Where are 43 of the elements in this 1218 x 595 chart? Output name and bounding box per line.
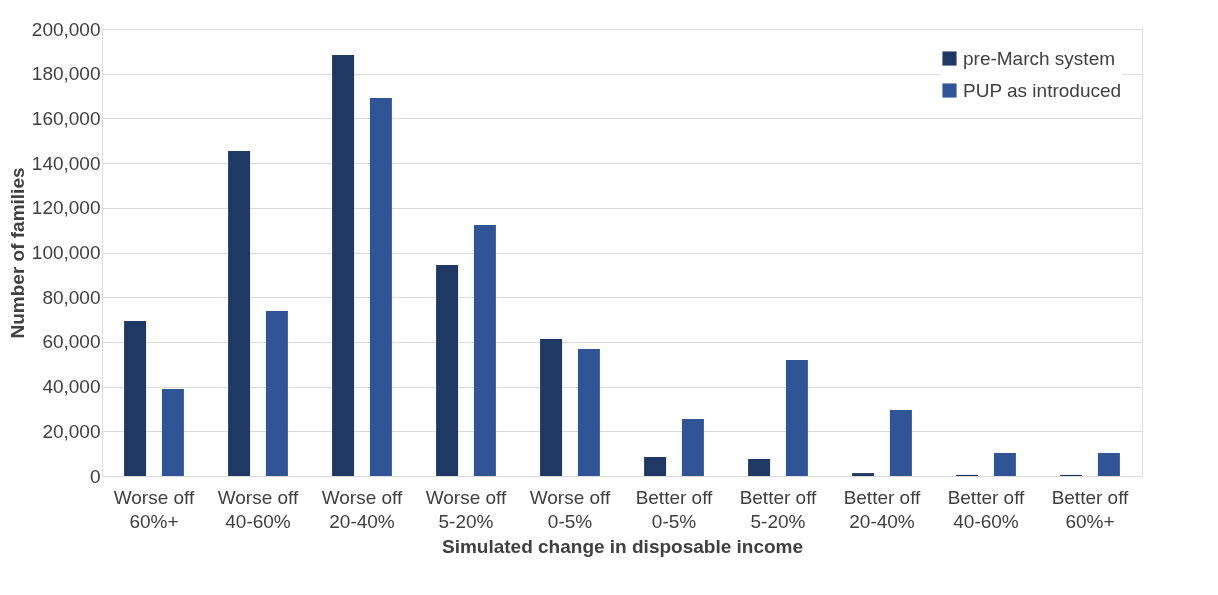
y-tick-label: 120,000 <box>31 197 101 219</box>
x-tick-label: Worse off 20-40% <box>321 486 404 532</box>
y-tick-label: 0 <box>89 465 101 487</box>
x-tick-label: Better off 5-20% <box>739 486 818 532</box>
bar <box>436 265 459 476</box>
y-tick-label: 100,000 <box>31 242 101 263</box>
bar <box>577 349 600 476</box>
x-tick-label: Better off 0-5% <box>635 486 714 532</box>
bar <box>1097 452 1120 476</box>
y-tick-label: 20,000 <box>42 420 101 442</box>
legend-label: pre-March system <box>963 47 1116 69</box>
y-tick-label: 80,000 <box>42 286 101 308</box>
bar <box>124 320 147 476</box>
x-tick-label: Better off 20-40% <box>843 486 922 532</box>
bar <box>644 457 667 476</box>
y-axis-title: Number of families <box>6 167 28 339</box>
bar <box>332 54 355 476</box>
bar <box>161 389 184 476</box>
x-tick-label: Worse off 60%+ <box>113 486 196 532</box>
bar <box>785 360 808 476</box>
legend-label: PUP as introduced <box>963 79 1122 101</box>
x-tick-label: Worse off 0-5% <box>529 486 612 532</box>
y-tick-label: 160,000 <box>31 107 101 129</box>
bar <box>228 151 251 476</box>
bar <box>473 225 496 476</box>
x-axis-title: Simulated change in disposable income <box>441 535 804 557</box>
y-tick-label: 40,000 <box>42 376 101 398</box>
y-tick-label: 140,000 <box>31 152 101 174</box>
bar <box>369 98 392 476</box>
x-tick-label: Better off 40-60% <box>947 486 1026 532</box>
bar <box>889 410 912 476</box>
x-tick-label: Worse off 5-20% <box>425 486 508 532</box>
bar <box>540 338 563 476</box>
bar <box>681 419 704 476</box>
y-tick-label: 180,000 <box>31 63 101 85</box>
bar <box>265 311 288 476</box>
bar <box>993 452 1016 476</box>
bar <box>748 459 771 476</box>
bar <box>852 473 875 476</box>
y-tick-label: 60,000 <box>42 331 101 353</box>
x-tick-label: Worse off 40-60% <box>217 486 300 532</box>
y-tick-label: 200,000 <box>31 18 101 40</box>
x-tick-label: Better off 60%+ <box>1051 486 1130 532</box>
